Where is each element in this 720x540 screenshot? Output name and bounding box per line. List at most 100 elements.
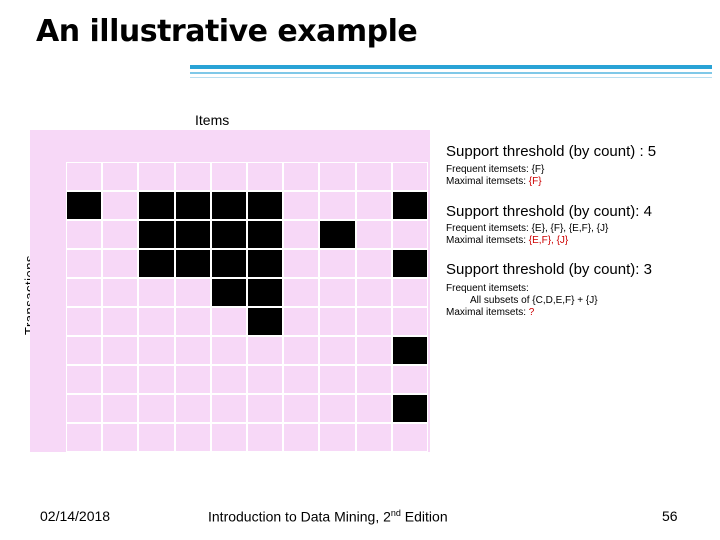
matrix-cell	[247, 394, 284, 423]
matrix-cell	[66, 278, 103, 307]
matrix-cell	[355, 336, 392, 365]
matrix-cell	[355, 365, 392, 394]
matrix-cell	[283, 191, 320, 220]
matrix-cell	[138, 394, 175, 423]
matrix-cell	[102, 191, 139, 220]
footer-date: 02/14/2018	[40, 508, 111, 524]
matrix-cell	[355, 394, 392, 423]
matrix-cell	[102, 336, 139, 365]
matrix-cell	[247, 336, 284, 365]
matrix-cell	[174, 423, 211, 452]
matrix-cell	[247, 365, 284, 394]
matrix-cell	[210, 191, 247, 220]
threshold-4-frequent: Frequent itemsets: {E}, {F}, {E,F}, {J}	[446, 223, 609, 234]
matrix-cell	[102, 220, 139, 249]
book-title-text: Introduction to Data Mining, 2	[208, 508, 391, 525]
threshold-4-maximal: Maximal itemsets: {E,F}, {J}	[446, 235, 568, 246]
matrix-cell	[102, 365, 139, 394]
maximal-label: Maximal itemsets:	[446, 176, 529, 187]
matrix-cell	[66, 307, 103, 336]
matrix-cell	[138, 278, 175, 307]
matrix-cell	[138, 365, 175, 394]
book-title-sup: nd	[390, 508, 401, 518]
matrix-cell	[391, 423, 428, 452]
matrix-cell	[283, 249, 320, 278]
matrix-cell	[102, 162, 139, 191]
matrix-cell	[391, 365, 428, 394]
matrix-cell	[210, 423, 247, 452]
matrix-cell	[138, 191, 175, 220]
matrix-cell	[66, 162, 103, 191]
matrix-cell	[283, 336, 320, 365]
matrix-cell	[174, 249, 211, 278]
matrix-cell	[319, 423, 356, 452]
maximal-label: Maximal itemsets:	[446, 307, 529, 318]
matrix-cell	[319, 394, 356, 423]
page-number: 56	[662, 508, 678, 524]
matrix-cell	[210, 394, 247, 423]
matrix-cell	[66, 220, 103, 249]
matrix-cell	[319, 162, 356, 191]
matrix-cell	[391, 394, 428, 423]
matrix-cell	[355, 249, 392, 278]
matrix-cell	[210, 162, 247, 191]
threshold-4-heading: Support threshold (by count): 4	[446, 203, 652, 220]
matrix-cell	[319, 191, 356, 220]
matrix-cell	[355, 191, 392, 220]
matrix-cell	[391, 336, 428, 365]
matrix-cell	[391, 162, 428, 191]
matrix-cell	[174, 162, 211, 191]
matrix-cell	[247, 423, 284, 452]
matrix-cell	[283, 394, 320, 423]
title-underline	[190, 65, 712, 69]
matrix-cell	[174, 394, 211, 423]
matrix-cell	[174, 191, 211, 220]
matrix-cell	[355, 162, 392, 191]
matrix-cell	[247, 278, 284, 307]
footer-book-title: Introduction to Data Mining, 2nd Edition	[208, 508, 448, 525]
matrix-cell	[210, 307, 247, 336]
matrix-cell	[247, 307, 284, 336]
matrix-cell	[66, 423, 103, 452]
matrix-cell	[319, 307, 356, 336]
matrix-cell	[319, 365, 356, 394]
maximal-value: {E,F}, {J}	[528, 235, 569, 246]
matrix-cell	[247, 191, 284, 220]
threshold-3-frequent: Frequent itemsets:	[446, 283, 529, 294]
matrix-cell	[391, 191, 428, 220]
matrix-cell	[283, 423, 320, 452]
items-axis-label: Items	[195, 112, 230, 128]
matrix-cell	[391, 220, 428, 249]
book-title-suffix: Edition	[400, 508, 448, 525]
matrix-cell	[174, 365, 211, 394]
matrix-cell	[391, 278, 428, 307]
threshold-3-subsets: All subsets of {C,D,E,F} + {J}	[470, 295, 598, 306]
matrix-cell	[355, 220, 392, 249]
matrix-cell	[319, 336, 356, 365]
matrix-cell	[391, 307, 428, 336]
matrix-cell	[319, 249, 356, 278]
matrix-cell	[355, 278, 392, 307]
matrix-cell	[210, 249, 247, 278]
matrix-cell	[283, 162, 320, 191]
threshold-3-heading: Support threshold (by count): 3	[446, 261, 652, 278]
matrix-cell	[138, 336, 175, 365]
threshold-5-frequent: Frequent itemsets: {F}	[446, 164, 545, 175]
matrix-cell	[283, 278, 320, 307]
matrix-cell	[102, 423, 139, 452]
transaction-item-matrix	[30, 130, 430, 452]
threshold-3-maximal: Maximal itemsets: ?	[446, 307, 534, 318]
matrix-cell	[66, 365, 103, 394]
matrix-cell	[174, 307, 211, 336]
matrix-cell	[319, 220, 356, 249]
maximal-label: Maximal itemsets:	[446, 235, 529, 246]
matrix-cell	[102, 278, 139, 307]
matrix-cell	[102, 307, 139, 336]
maximal-value: {F}	[528, 176, 542, 187]
matrix-cell	[210, 278, 247, 307]
threshold-5-heading: Support threshold (by count) : 5	[446, 143, 657, 160]
matrix-cell	[210, 220, 247, 249]
matrix-cell	[138, 423, 175, 452]
matrix-cell	[319, 278, 356, 307]
matrix-cell	[138, 307, 175, 336]
